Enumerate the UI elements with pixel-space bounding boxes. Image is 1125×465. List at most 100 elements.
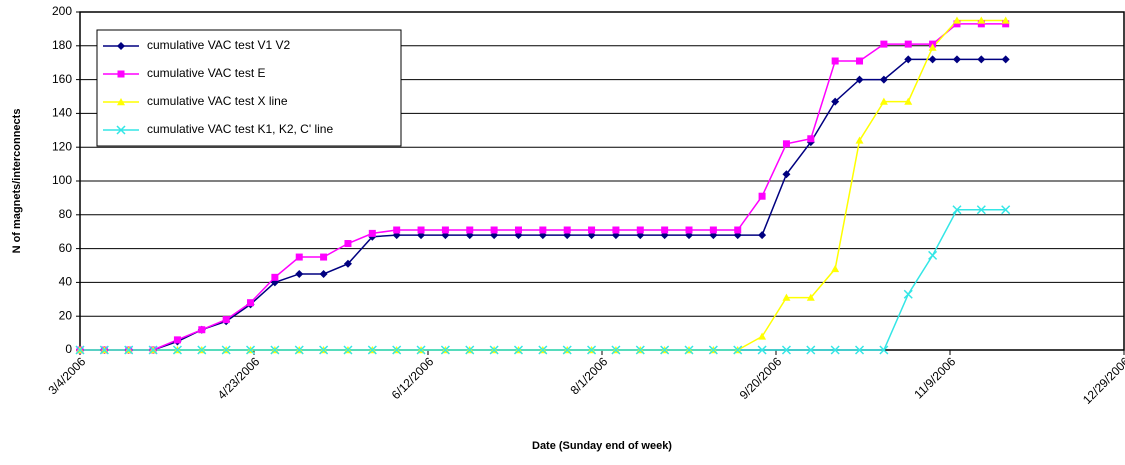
x-tick-label: 12/29/2006 bbox=[1080, 354, 1125, 407]
marker bbox=[977, 20, 985, 28]
legend-label: cumulative VAC test X line bbox=[147, 94, 288, 108]
marker bbox=[733, 345, 743, 355]
x-tick-label: 3/4/2006 bbox=[45, 354, 88, 397]
marker bbox=[782, 293, 791, 301]
marker bbox=[271, 273, 279, 281]
y-tick-label: 100 bbox=[52, 173, 72, 187]
marker bbox=[489, 345, 499, 355]
marker bbox=[636, 226, 644, 234]
marker bbox=[758, 192, 766, 200]
marker bbox=[734, 226, 742, 234]
marker bbox=[295, 269, 304, 278]
marker bbox=[611, 345, 621, 355]
marker bbox=[75, 345, 85, 355]
y-tick-label: 60 bbox=[59, 241, 73, 255]
marker bbox=[879, 75, 888, 84]
marker bbox=[319, 345, 329, 355]
marker bbox=[245, 345, 256, 355]
marker bbox=[855, 136, 864, 144]
marker bbox=[295, 253, 303, 261]
legend-box bbox=[96, 29, 402, 147]
marker bbox=[952, 55, 961, 64]
x-axis-label: Date (Sunday end of week) bbox=[532, 440, 672, 452]
marker bbox=[684, 345, 694, 355]
marker bbox=[344, 240, 352, 248]
marker bbox=[977, 55, 986, 64]
marker bbox=[806, 345, 816, 355]
y-axis-label: N of magnets/interconnects bbox=[11, 109, 23, 254]
marker bbox=[685, 226, 693, 234]
marker bbox=[879, 345, 889, 355]
marker bbox=[320, 253, 328, 261]
marker bbox=[952, 205, 962, 215]
marker bbox=[562, 345, 572, 355]
y-tick-label: 140 bbox=[52, 106, 72, 120]
marker bbox=[173, 336, 181, 344]
y-tick-label: 40 bbox=[59, 275, 73, 289]
marker bbox=[1001, 16, 1010, 24]
marker bbox=[392, 345, 402, 355]
marker bbox=[831, 57, 839, 65]
marker bbox=[198, 326, 206, 334]
x-tick-label: 6/12/2006 bbox=[389, 354, 437, 402]
marker bbox=[781, 345, 791, 355]
marker bbox=[830, 345, 840, 355]
marker bbox=[977, 16, 986, 24]
marker bbox=[197, 345, 207, 355]
y-tick-label: 120 bbox=[52, 139, 72, 153]
marker bbox=[903, 289, 913, 299]
marker bbox=[1001, 55, 1010, 64]
y-tick-label: 0 bbox=[65, 342, 72, 356]
marker bbox=[661, 226, 669, 234]
marker bbox=[490, 226, 498, 234]
marker bbox=[99, 345, 109, 355]
marker bbox=[879, 97, 888, 105]
marker bbox=[514, 226, 522, 234]
marker bbox=[928, 55, 937, 64]
marker bbox=[441, 226, 449, 234]
marker bbox=[117, 98, 125, 106]
marker bbox=[563, 226, 571, 234]
marker bbox=[854, 345, 865, 355]
marker bbox=[953, 20, 961, 28]
y-tick-label: 200 bbox=[52, 4, 72, 18]
marker bbox=[709, 226, 717, 234]
marker bbox=[270, 345, 280, 355]
marker bbox=[247, 299, 255, 307]
marker bbox=[831, 97, 840, 106]
legend-label: cumulative VAC test K1, K2, C' line bbox=[147, 122, 333, 136]
marker bbox=[976, 205, 986, 215]
marker bbox=[368, 229, 376, 237]
marker bbox=[465, 345, 475, 355]
x-tick-label: 8/1/2006 bbox=[567, 354, 610, 397]
marker bbox=[635, 345, 645, 355]
y-tick-label: 20 bbox=[59, 308, 73, 322]
marker bbox=[806, 293, 815, 301]
marker bbox=[343, 259, 352, 268]
marker bbox=[1002, 20, 1010, 28]
marker bbox=[952, 16, 961, 24]
marker bbox=[116, 125, 126, 135]
marker bbox=[367, 345, 377, 355]
marker bbox=[782, 140, 790, 148]
marker bbox=[221, 345, 231, 355]
marker bbox=[831, 264, 840, 273]
marker bbox=[513, 345, 524, 355]
marker bbox=[117, 70, 125, 78]
marker bbox=[538, 345, 548, 355]
marker bbox=[416, 345, 426, 355]
y-tick-label: 160 bbox=[52, 72, 72, 86]
marker bbox=[222, 316, 230, 324]
marker bbox=[294, 345, 304, 355]
marker bbox=[172, 345, 182, 355]
marker bbox=[319, 269, 328, 278]
y-tick-label: 180 bbox=[52, 38, 72, 52]
legend-label: cumulative VAC test V1 V2 bbox=[147, 38, 291, 52]
marker bbox=[343, 345, 353, 355]
marker bbox=[539, 226, 547, 234]
marker bbox=[393, 226, 401, 234]
x-tick-label: 11/9/2006 bbox=[911, 354, 958, 401]
marker bbox=[440, 345, 450, 355]
marker bbox=[880, 40, 888, 48]
marker bbox=[1001, 205, 1011, 215]
